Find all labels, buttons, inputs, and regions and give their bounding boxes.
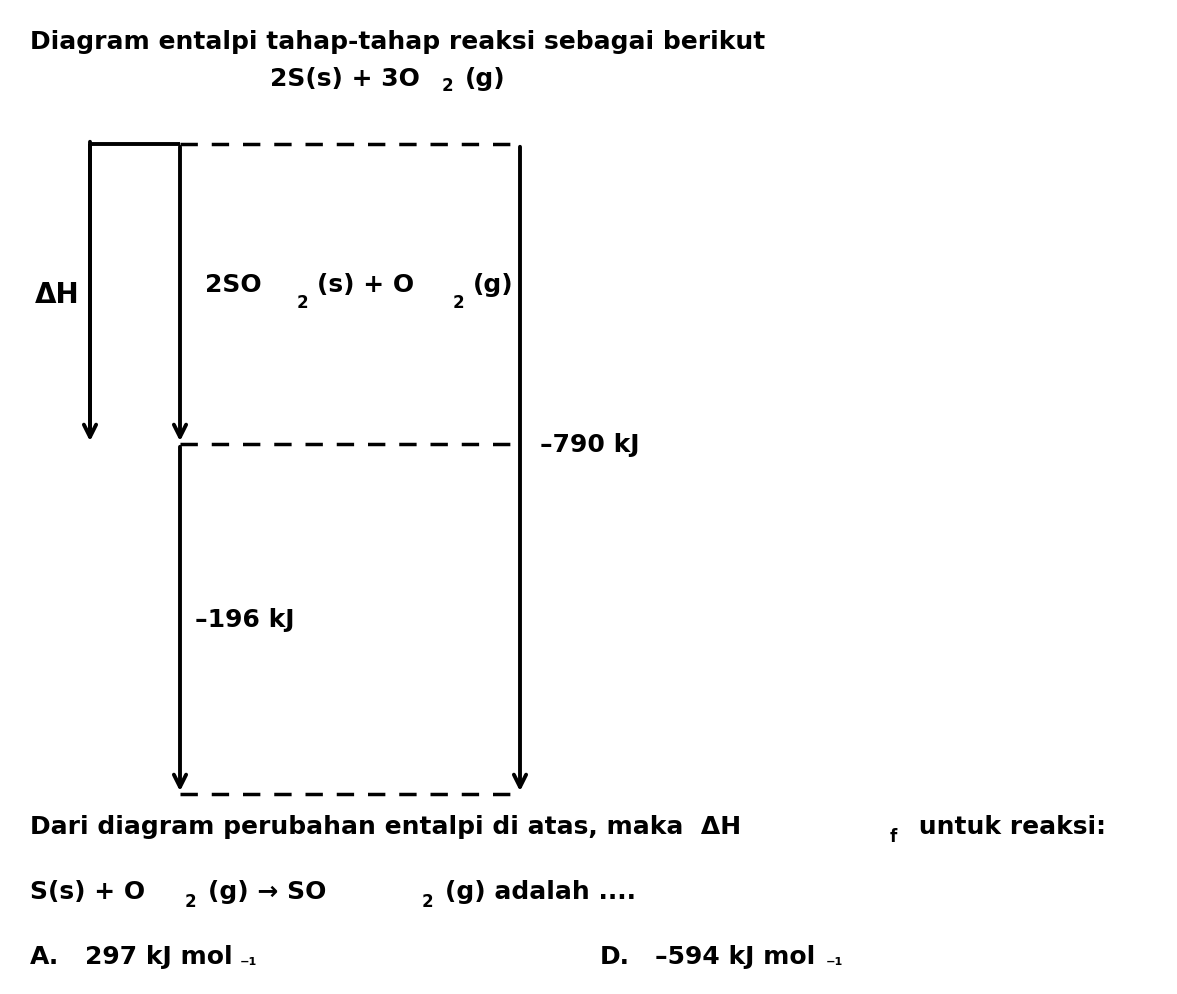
Text: (g) adalah ....: (g) adalah .... xyxy=(445,879,636,904)
Text: –196 kJ: –196 kJ xyxy=(195,607,294,631)
Text: –594 kJ mol: –594 kJ mol xyxy=(654,944,816,968)
Text: 2: 2 xyxy=(423,892,433,911)
Text: 2: 2 xyxy=(185,892,197,911)
Text: S(s) + O: S(s) + O xyxy=(29,879,145,904)
Text: (g): (g) xyxy=(473,272,513,296)
Text: (s) + O: (s) + O xyxy=(317,272,414,296)
Text: 2: 2 xyxy=(297,293,308,312)
Text: (g): (g) xyxy=(465,67,506,90)
Text: 2SO: 2SO xyxy=(205,272,261,296)
Text: ⁻¹: ⁻¹ xyxy=(825,956,843,974)
Text: f: f xyxy=(890,827,897,845)
Text: 2: 2 xyxy=(453,293,465,312)
Text: ΔH: ΔH xyxy=(35,280,80,309)
Text: 297 kJ mol: 297 kJ mol xyxy=(85,944,233,968)
Text: Diagram entalpi tahap-tahap reaksi sebagai berikut: Diagram entalpi tahap-tahap reaksi sebag… xyxy=(29,30,765,54)
Text: (g) → SO: (g) → SO xyxy=(208,879,326,904)
Text: D.: D. xyxy=(600,944,630,968)
Text: A.: A. xyxy=(29,944,59,968)
Text: ⁻¹: ⁻¹ xyxy=(240,956,258,974)
Text: Dari diagram perubahan entalpi di atas, maka  ΔH: Dari diagram perubahan entalpi di atas, … xyxy=(29,814,742,838)
Text: 2S(s) + 3O: 2S(s) + 3O xyxy=(270,67,420,90)
Text: –790 kJ: –790 kJ xyxy=(540,432,639,456)
Text: 2: 2 xyxy=(443,77,453,94)
Text: untuk reaksi:: untuk reaksi: xyxy=(910,814,1106,838)
